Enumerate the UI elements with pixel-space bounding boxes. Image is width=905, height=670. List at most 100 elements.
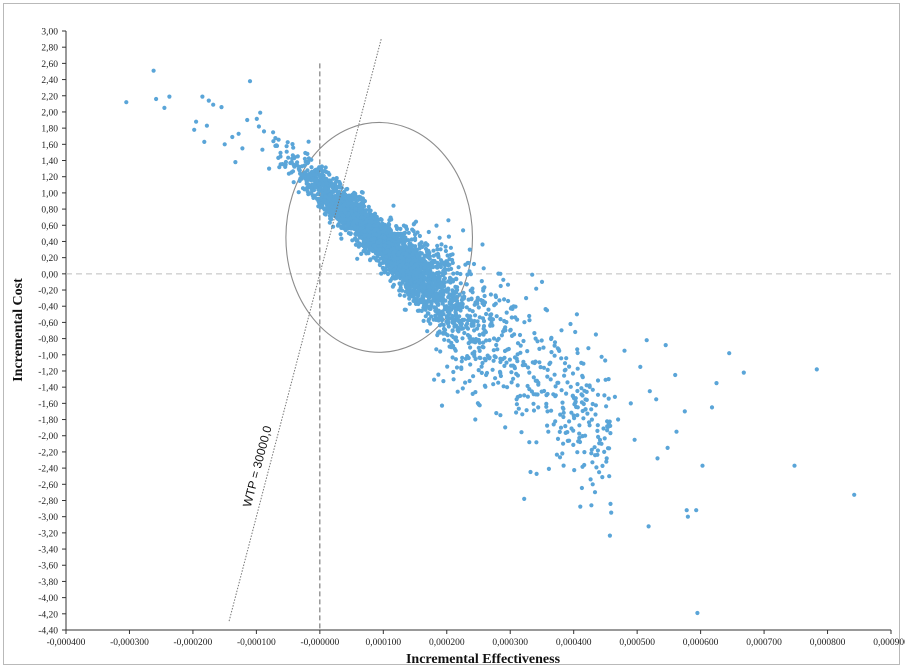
data-point [432,276,437,281]
data-point [468,362,473,367]
data-point [479,279,484,284]
data-point [473,337,479,342]
data-point [303,170,308,175]
data-point [531,408,537,413]
data-point [411,269,416,274]
data-point [559,356,564,361]
confidence-ellipse [285,121,474,353]
data-point [579,392,584,397]
data-point [575,347,580,352]
data-point [365,227,370,232]
data-point [486,355,491,360]
data-point [600,463,605,468]
data-point [204,123,209,128]
data-point [445,364,450,369]
data-point [305,151,310,156]
data-point [361,239,366,244]
data-point [460,336,465,341]
data-point [352,202,357,207]
data-point [291,180,296,185]
data-point [489,312,494,317]
data-point [429,314,434,319]
data-point [422,242,427,247]
data-point [437,235,442,240]
data-point [695,610,700,616]
data-point [236,131,241,136]
data-point [167,94,172,99]
data-point [271,139,276,144]
data-point [604,404,609,409]
y-tick-label: -2,40 [38,465,58,475]
data-point [575,450,580,455]
data-point [349,209,354,214]
data-point [450,260,455,265]
data-point [567,419,572,424]
data-point [422,285,427,290]
data-point [421,318,426,323]
data-point [317,200,322,206]
data-point [441,379,446,384]
data-point [496,380,501,385]
data-point [302,163,307,168]
data-point [480,242,485,247]
data-point [484,372,489,378]
data-point [480,344,485,349]
data-point [599,354,604,359]
data-point [481,302,487,308]
data-point [572,402,577,407]
data-point [545,367,550,372]
data-point [524,408,529,413]
data-point [426,299,431,304]
data-point [475,319,480,324]
data-point [346,221,351,226]
data-point [471,321,476,326]
data-point [563,367,568,372]
data-point [319,166,324,171]
data-point [471,261,477,267]
data-point [446,263,451,268]
data-point [694,508,699,513]
data-point [280,162,285,167]
data-point [394,275,399,280]
data-point [348,231,353,236]
data-point [477,340,482,345]
data-point [533,359,538,364]
data-point [597,437,603,442]
data-point [351,219,357,224]
data-point [589,407,594,412]
data-point [559,388,564,393]
data-point [583,397,588,402]
data-point [593,412,598,417]
data-point [426,284,431,289]
data-point [458,281,463,286]
data-point [472,354,477,359]
data-point [409,261,414,266]
data-point [494,342,499,348]
data-point [443,248,448,254]
data-point [342,195,347,200]
data-point [628,401,633,406]
data-point [443,267,448,272]
y-tick-label: -1,60 [38,400,58,410]
y-tick-label: 0,40 [41,238,58,248]
data-point [386,249,392,255]
data-point [592,490,598,495]
data-point [553,384,558,389]
data-point [585,411,590,416]
data-point [568,321,573,327]
data-point [589,503,594,508]
data-point [521,338,526,344]
y-tick-label: 0,80 [41,206,58,216]
data-point [211,102,216,107]
data-point [517,332,523,338]
data-point [369,212,374,217]
data-point [647,389,652,394]
data-point [560,451,565,456]
data-point [508,328,513,333]
data-point [341,203,346,208]
data-point [367,230,372,235]
data-point [714,381,719,386]
data-point [495,347,500,352]
data-point [386,244,391,249]
data-point [498,317,503,322]
